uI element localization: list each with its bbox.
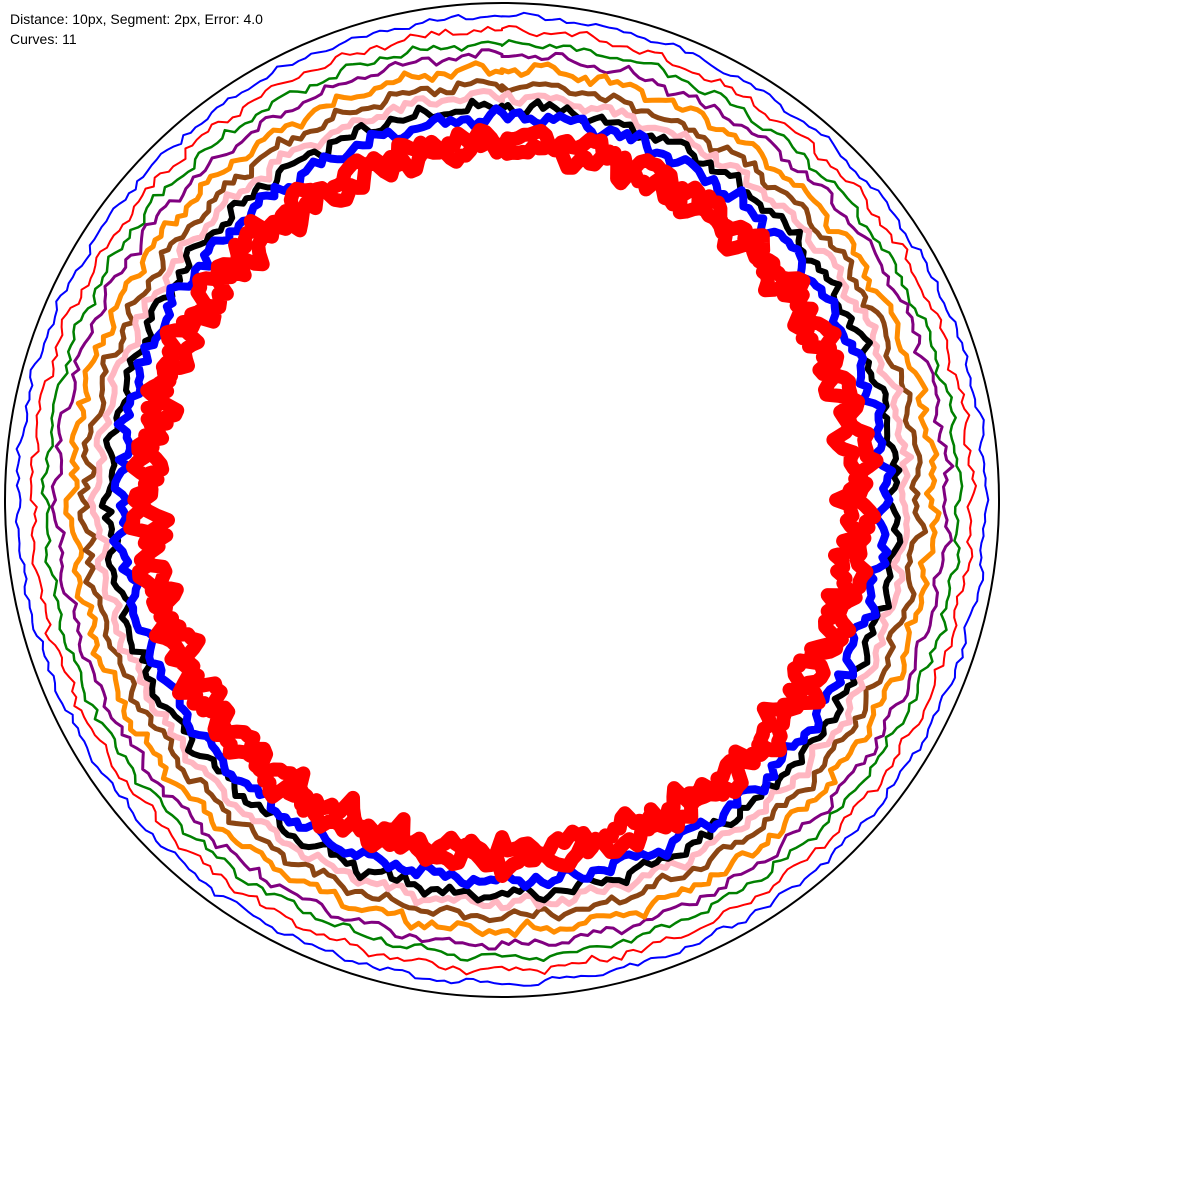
offset-curve-11 [133,131,871,868]
curve-count-label: Curves: 11 [10,31,77,47]
info-overlay: Distance: 10px, Segment: 2px, Error: 4.0… [10,9,263,49]
offset-curve-1 [14,11,990,987]
boundary-circle [4,2,1000,998]
parameters-label: Distance: 10px, Segment: 2px, Error: 4.0 [10,11,263,27]
offset-curve-2 [29,25,977,976]
offset-curve-5 [63,60,942,938]
offset-curves-group [14,11,990,987]
offset-curve-8 [98,97,904,904]
offset-curve-10 [123,123,884,883]
offset-curve-3 [40,39,964,963]
offset-curve-6 [77,78,929,924]
offset-curve-7 [87,88,915,912]
offset-curve-4 [50,48,955,951]
